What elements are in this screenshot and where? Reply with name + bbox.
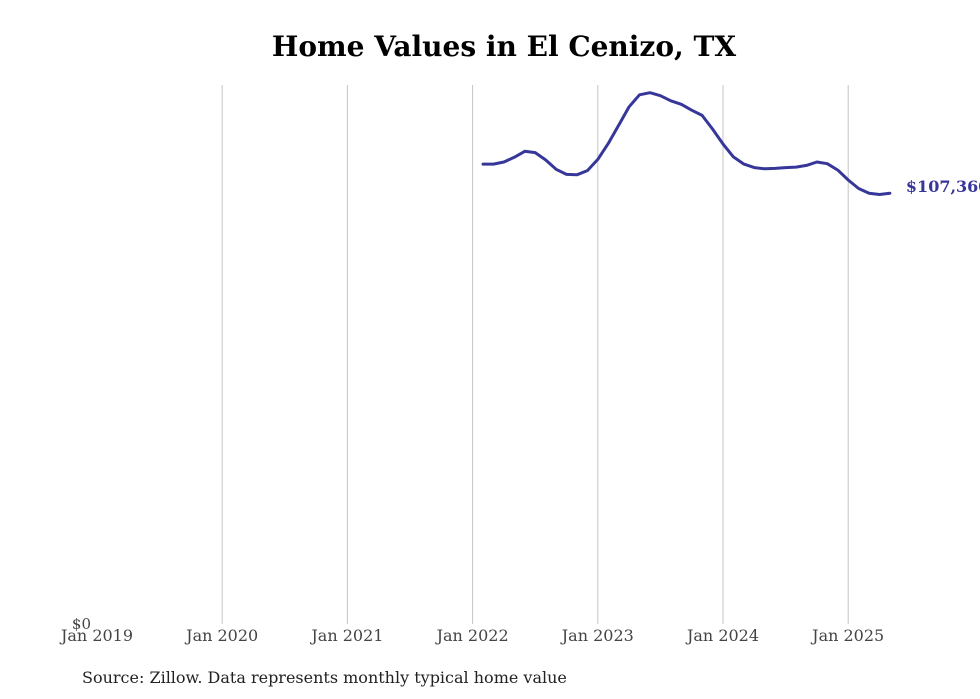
y-axis-ticks: $0 xyxy=(72,615,91,633)
gridlines xyxy=(221,85,849,624)
chart-source: Source: Zillow. Data represents monthly … xyxy=(82,668,567,687)
x-tick-label: Jan 2022 xyxy=(435,626,509,645)
series-line xyxy=(481,91,892,196)
x-tick-label: Jan 2023 xyxy=(560,626,634,645)
x-tick-label: Jan 2021 xyxy=(309,626,383,645)
x-tick-label: Jan 2024 xyxy=(685,626,759,645)
label-layer: $107,360 xyxy=(906,177,980,196)
x-tick-label: Jan 2025 xyxy=(810,626,884,645)
end-value-label: $107,360 xyxy=(906,177,980,196)
x-tick-label: Jan 2019 xyxy=(59,626,133,645)
chart-title: Home Values in El Cenizo, TX xyxy=(271,30,737,63)
x-axis-ticks: Jan 2019 Jan 2020 Jan 2021 Jan 2022 Jan 2023… xyxy=(59,626,884,645)
y-tick-label: $0 xyxy=(72,615,91,633)
series-layer xyxy=(481,91,892,196)
x-tick-label: Jan 2020 xyxy=(184,626,258,645)
